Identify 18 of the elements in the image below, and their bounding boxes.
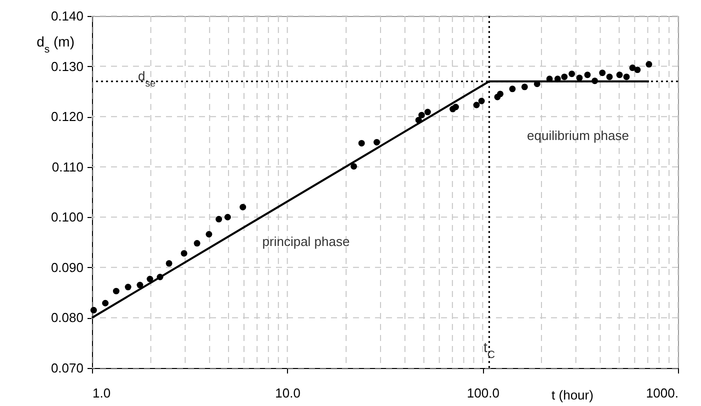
x-tick-label: 1.0 [92, 386, 111, 400]
x-tick-label: 1000. [646, 386, 678, 400]
y-axis-title: d$_{s}$ (m) [36, 34, 74, 56]
y-tick-label: 0.130 [50, 58, 84, 74]
x-tick-label: 100.0 [466, 386, 500, 400]
y-tick-label: 0.140 [50, 8, 84, 24]
x-tick-label: 10.0 [275, 386, 300, 400]
y-tick-label: 0.120 [50, 109, 84, 124]
y-tick-label: 0.100 [50, 210, 84, 225]
y-tick-label: 0.110 [52, 159, 84, 174]
ref-line-label: d$_{se}$ [138, 68, 156, 89]
y-tick-label: 0.080 [50, 310, 84, 326]
y-tick-label: 0.090 [50, 260, 84, 275]
y-tick-label: 0.070 [50, 360, 84, 376]
annotation: equilibrium phase [527, 128, 629, 143]
ref-line-label: t$_{C}$ [483, 339, 496, 361]
x-axis-title: t (hour) [552, 388, 594, 402]
annotation: principal phase [262, 234, 350, 249]
